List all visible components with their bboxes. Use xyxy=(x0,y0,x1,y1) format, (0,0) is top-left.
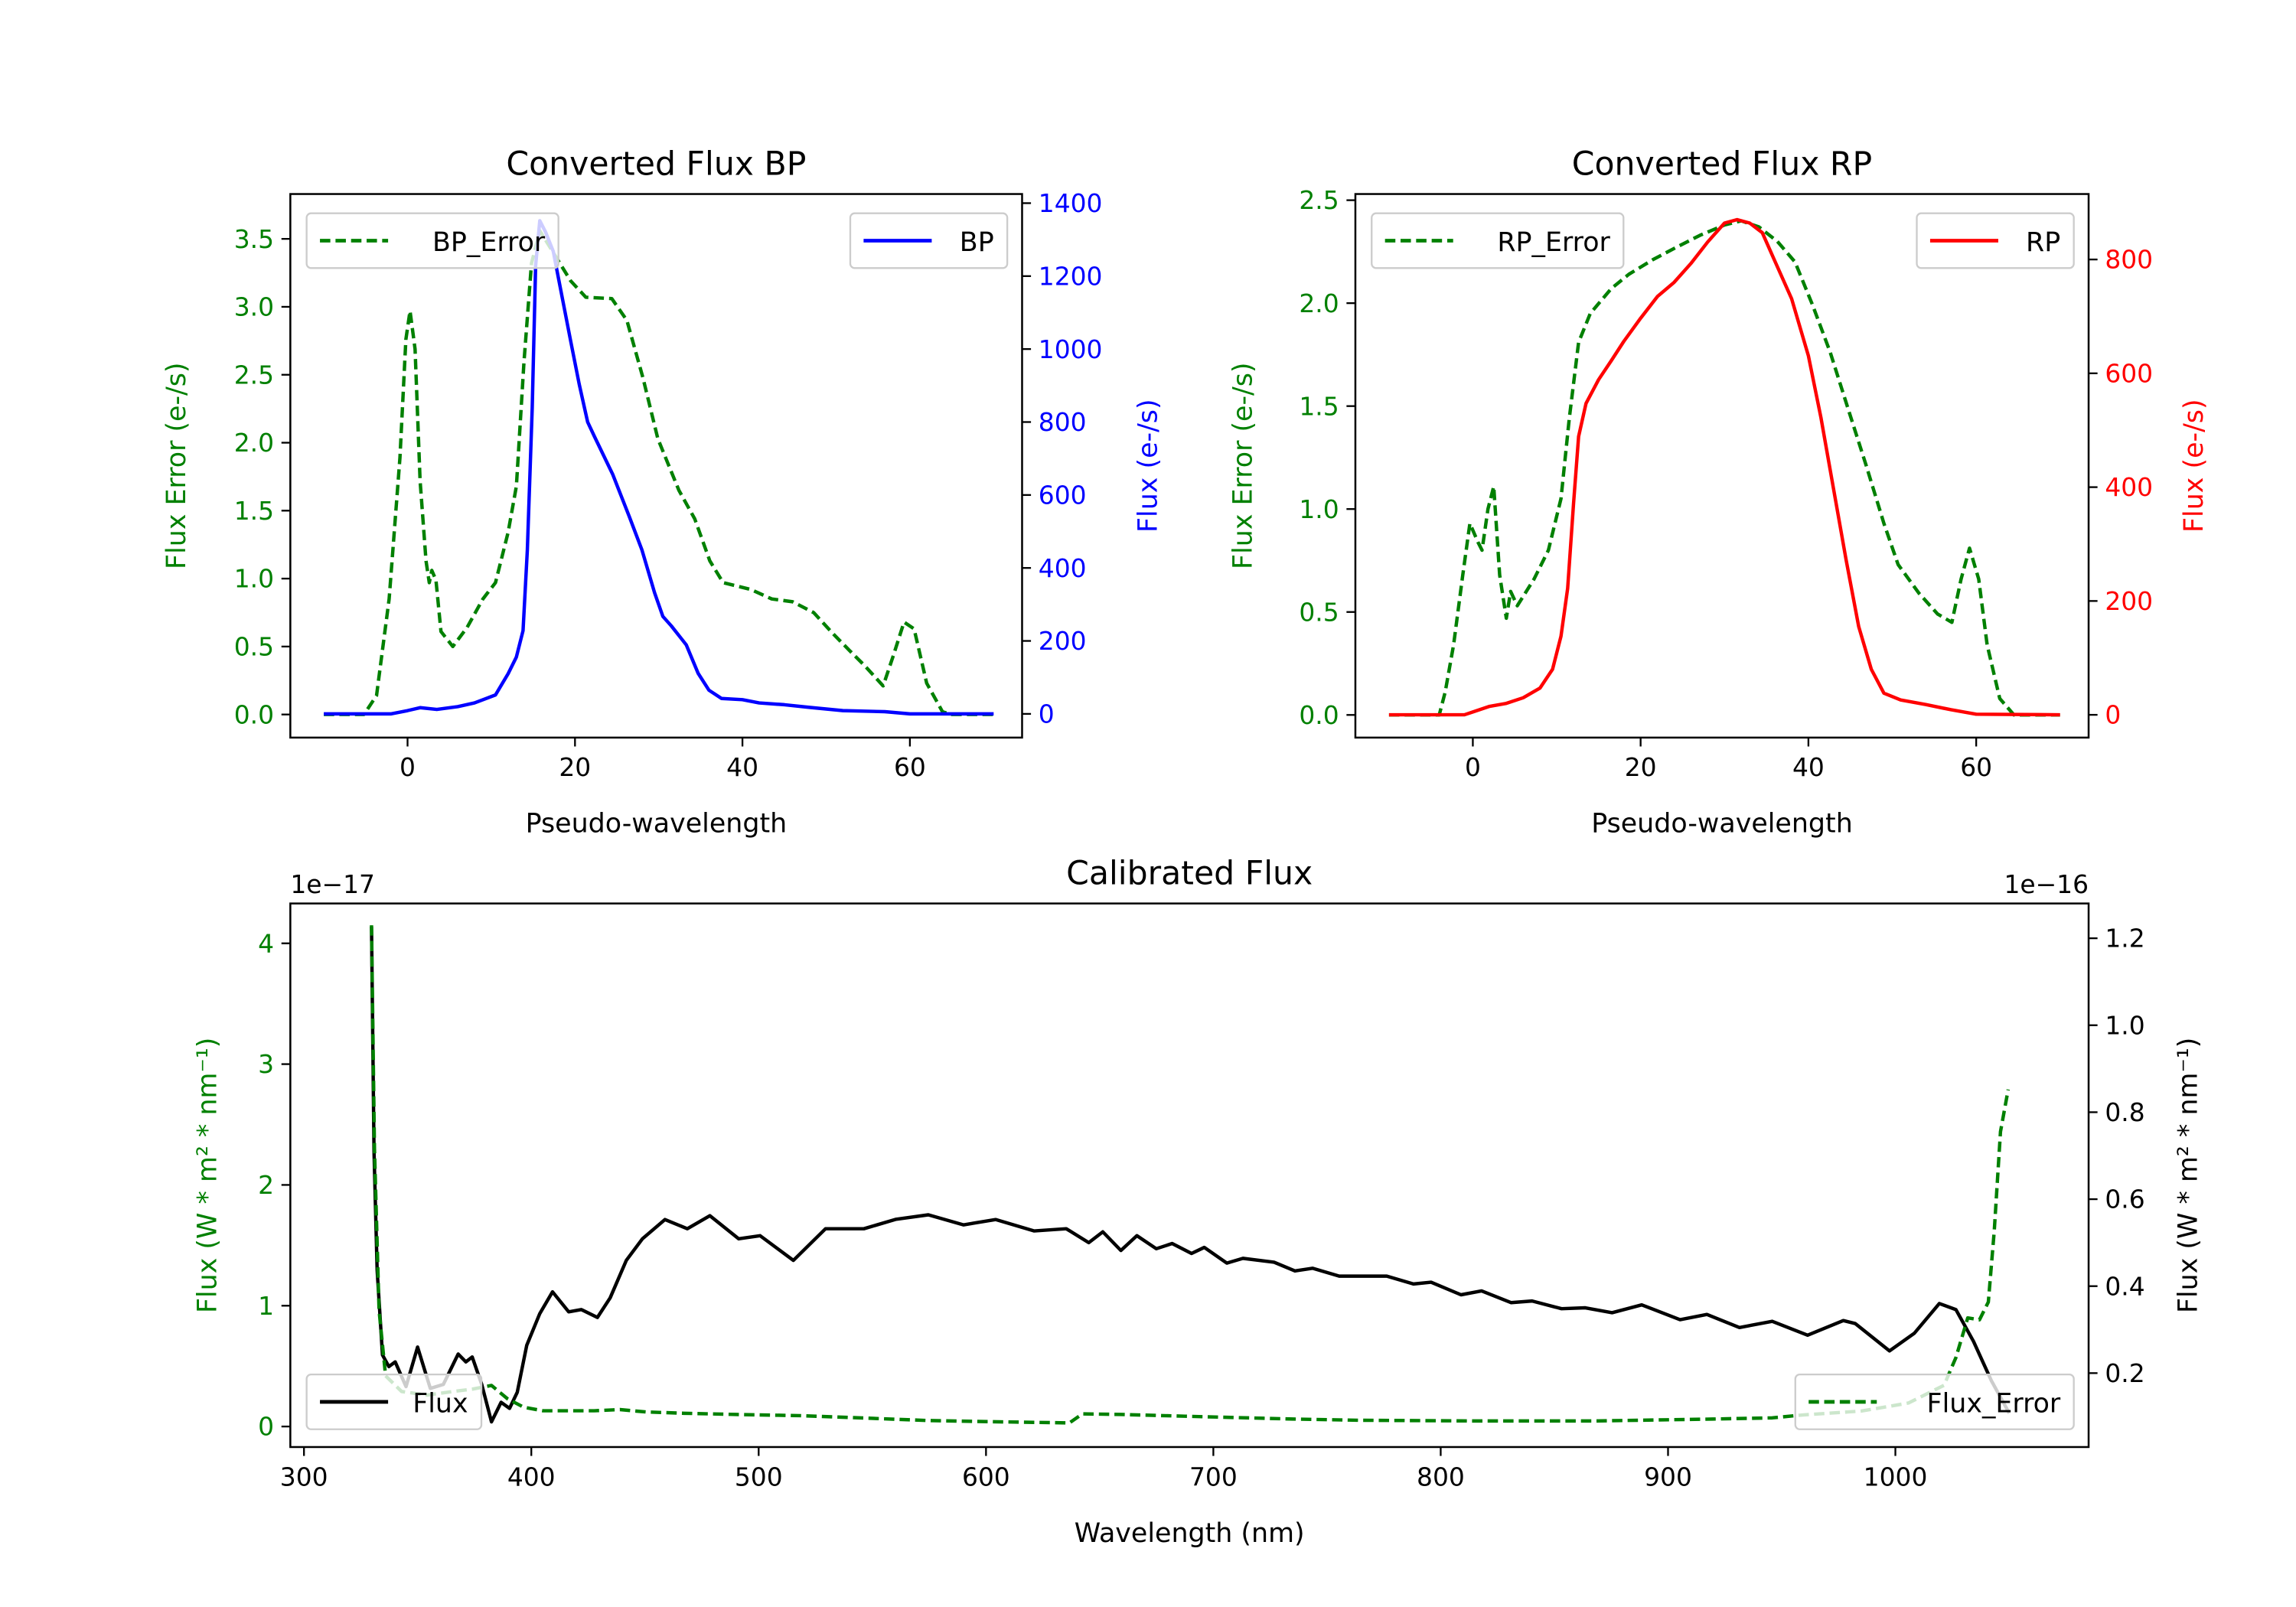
y-right-tick-label: 1.0 xyxy=(2105,1010,2144,1040)
legend-rp: RP xyxy=(1916,212,2075,269)
legend-flux-error: Flux_Error xyxy=(1794,1373,2075,1430)
legend-label: BP_Error xyxy=(432,227,546,258)
legend-box xyxy=(305,1373,483,1430)
legend-label: RP_Error xyxy=(1497,227,1610,258)
chart-title: Converted Flux BP xyxy=(506,145,806,183)
x-tick-label: 400 xyxy=(507,1462,556,1491)
y-left-tick-label: 2.5 xyxy=(1299,185,1339,215)
x-tick-label: 60 xyxy=(1960,752,1992,782)
x-tick-label: 40 xyxy=(726,752,758,782)
y-right-axis-label: Flux (W * m² * nm⁻¹) xyxy=(2173,1038,2203,1313)
x-tick-label: 60 xyxy=(894,752,926,782)
series-line-rp-error xyxy=(1388,219,2060,717)
y-left-tick-label: 1.0 xyxy=(1299,494,1339,524)
y-left-tick-label: 1.5 xyxy=(234,496,274,526)
legend-label: Flux_Error xyxy=(1927,1388,2061,1419)
y-right-tick-label: 800 xyxy=(1039,407,1087,437)
y-left-tick-label: 0.0 xyxy=(1299,700,1339,730)
y-right-tick-label: 1.2 xyxy=(2105,924,2144,953)
x-tick-label: 600 xyxy=(962,1462,1010,1491)
legend-flux: Flux xyxy=(305,1373,483,1430)
chart-2: Calibrated Flux 300 400 500 600 700 800 900 1000… xyxy=(193,854,2204,1548)
y-left-tick-label: 3.0 xyxy=(234,292,274,322)
y-left-tick-label: 1.0 xyxy=(234,564,274,594)
series-line-rp xyxy=(1388,217,2060,717)
y-left-offset-text: 1e−17 xyxy=(290,869,375,899)
legend-label: BP xyxy=(960,227,994,258)
y-right-tick-label: 0.8 xyxy=(2105,1097,2144,1127)
x-tick-label: 500 xyxy=(735,1462,783,1491)
x-tick-label: 800 xyxy=(1417,1462,1465,1491)
y-right-tick-label: 600 xyxy=(2105,358,2153,388)
y-left-tick-label: 2 xyxy=(258,1170,274,1200)
y-right-tick-label: 1400 xyxy=(1039,188,1103,218)
y-left-axis-label: Flux (W * m² * nm⁻¹) xyxy=(193,1038,223,1313)
y-right-tick-label: 400 xyxy=(1039,553,1087,583)
chart-title: Converted Flux RP xyxy=(1572,145,1872,183)
legend-rp-error: RP_Error xyxy=(1371,212,1625,269)
y-left-tick-label: 0.5 xyxy=(1299,597,1339,627)
y-right-axis-label: Flux (e-/s) xyxy=(1133,399,1164,533)
x-tick-label: 0 xyxy=(1465,752,1481,782)
plot-frame xyxy=(289,902,2090,1449)
y-right-offset-text: 1e−16 xyxy=(2004,869,2089,899)
series-line-flux-error xyxy=(370,925,2011,1425)
legend-box xyxy=(1794,1373,2075,1430)
legend-bp: BP xyxy=(849,212,1009,269)
y-right-tick-label: 0.4 xyxy=(2105,1271,2144,1301)
x-tick-label: 700 xyxy=(1189,1462,1238,1491)
y-right-tick-label: 200 xyxy=(1039,626,1087,656)
x-tick-label: 0 xyxy=(400,752,416,782)
series-line-bp xyxy=(324,219,994,716)
x-axis-label: Wavelength (nm) xyxy=(1075,1518,1305,1549)
y-left-tick-label: 2.5 xyxy=(234,360,274,390)
x-tick-label: 1000 xyxy=(1864,1462,1928,1491)
y-left-tick-label: 0 xyxy=(258,1412,274,1442)
y-left-tick-label: 2.0 xyxy=(1299,288,1339,318)
y-right-tick-label: 400 xyxy=(2105,472,2153,502)
x-tick-label: 20 xyxy=(1625,752,1657,782)
y-right-tick-label: 600 xyxy=(1039,480,1087,510)
series-line-bp-error xyxy=(324,229,994,716)
x-tick-label: 20 xyxy=(559,752,591,782)
y-left-tick-label: 0.0 xyxy=(234,699,274,729)
y-right-tick-label: 200 xyxy=(2105,586,2153,616)
plot-frame xyxy=(289,193,1023,739)
series-line-flux xyxy=(370,926,2011,1424)
x-axis-label: Pseudo-wavelength xyxy=(526,809,788,839)
y-right-axis-label: Flux (e-/s) xyxy=(2179,399,2210,533)
legend-box xyxy=(1371,212,1625,269)
x-tick-label: 300 xyxy=(280,1462,328,1491)
x-axis-label: Pseudo-wavelength xyxy=(1591,809,1853,839)
legend-box xyxy=(305,212,559,269)
chart-0: Converted Flux BP 0 20 40 60 0.0 0.5 1.0 1.5 2.0 2… xyxy=(161,145,1164,839)
y-right-tick-label: 1200 xyxy=(1039,261,1103,291)
y-right-tick-label: 0 xyxy=(2105,700,2121,730)
chart-title: Calibrated Flux xyxy=(1066,854,1313,892)
y-left-axis-label: Flux Error (e-/s) xyxy=(161,362,192,569)
y-right-tick-label: 1000 xyxy=(1039,334,1103,364)
y-left-tick-label: 0.5 xyxy=(234,632,274,662)
y-left-tick-label: 2.0 xyxy=(234,428,274,458)
plot-frame xyxy=(1354,193,2090,739)
x-tick-label: 40 xyxy=(1792,752,1825,782)
y-left-tick-label: 3.5 xyxy=(234,224,274,254)
y-left-tick-label: 3 xyxy=(258,1049,274,1079)
legend-bp-error: BP_Error xyxy=(305,212,559,269)
y-right-tick-label: 0 xyxy=(1039,699,1055,729)
y-right-tick-label: 800 xyxy=(2105,245,2153,275)
legend-label: RP xyxy=(2026,227,2060,258)
chart-1: Converted Flux RP 0 20 40 60 0.0 0.5 1.0 1.5 2.0 2… xyxy=(1228,145,2210,839)
legend-label: Flux xyxy=(413,1388,468,1419)
y-left-tick-label: 1 xyxy=(258,1291,274,1321)
y-right-tick-label: 0.2 xyxy=(2105,1358,2144,1388)
y-right-tick-label: 0.6 xyxy=(2105,1185,2144,1214)
y-left-tick-label: 1.5 xyxy=(1299,391,1339,421)
y-left-tick-label: 4 xyxy=(258,928,274,958)
x-tick-label: 900 xyxy=(1644,1462,1692,1491)
y-left-axis-label: Flux Error (e-/s) xyxy=(1228,362,1258,569)
